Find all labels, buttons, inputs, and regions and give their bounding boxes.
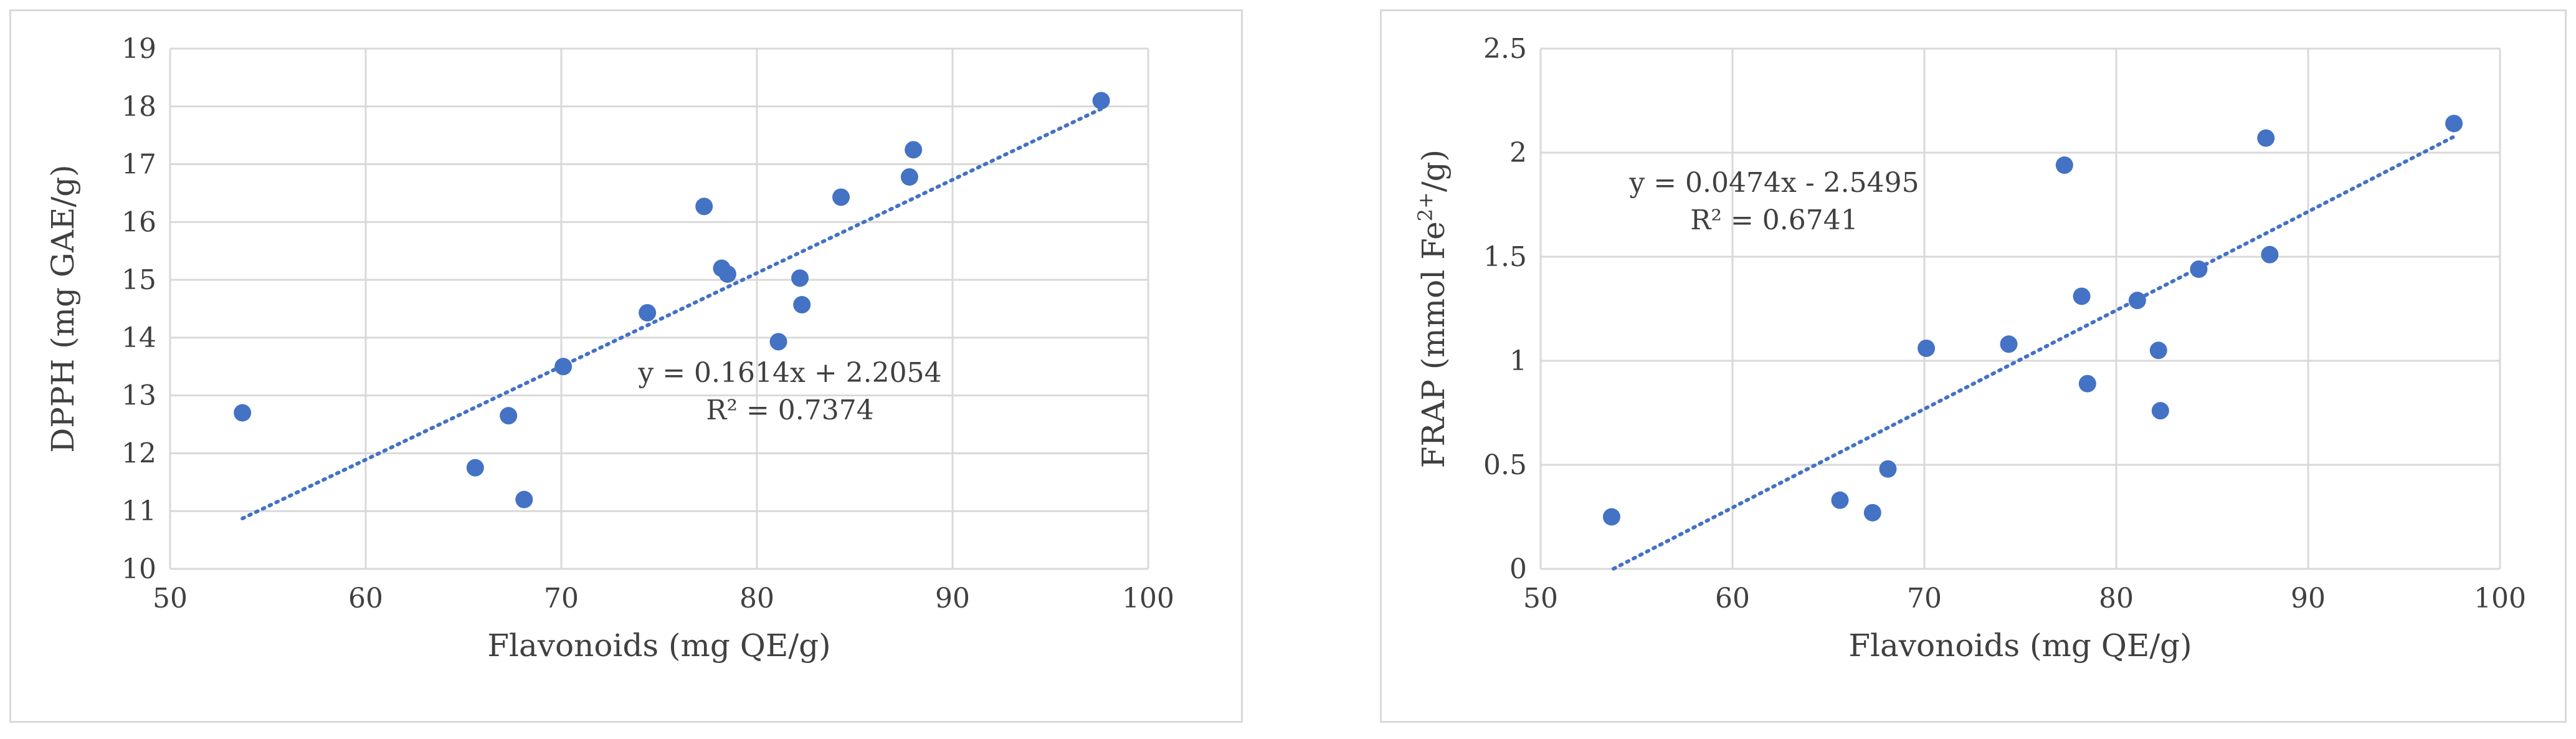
- y-axis-label-main: FRAP (mmol Fe: [1415, 221, 1452, 468]
- x-axis-label: Flavonoids (mg QE/g): [487, 627, 830, 664]
- data-point: [2000, 335, 2018, 353]
- data-point: [554, 358, 573, 376]
- y-tick-label: 12: [121, 437, 156, 469]
- trendline-equation: y = 0.1614x + 2.2054: [637, 357, 941, 389]
- data-point: [2073, 287, 2091, 305]
- data-point: [2055, 156, 2073, 174]
- y-tick-label: 1.5: [1483, 241, 1527, 273]
- y-tick-label: 17: [121, 149, 156, 181]
- x-tick-label: 50: [153, 583, 188, 614]
- trendline-equation: y = 0.0474x - 2.5495: [1628, 167, 1919, 199]
- y-tick-label: 0: [1509, 553, 1527, 585]
- data-point: [695, 198, 713, 216]
- x-axis-label: Flavonoids (mg QE/g): [1848, 627, 2192, 664]
- y-axis-label-superscript: 2+: [1414, 192, 1437, 221]
- x-tick-label: 60: [1715, 583, 1750, 614]
- y-tick-label: 14: [121, 322, 156, 354]
- data-point: [718, 265, 736, 283]
- data-point: [466, 459, 484, 477]
- data-point: [639, 303, 657, 322]
- data-point: [500, 407, 518, 425]
- data-point: [1092, 92, 1110, 110]
- y-tick-label: 10: [121, 553, 156, 585]
- data-point: [1831, 491, 1849, 509]
- data-point: [2078, 374, 2096, 393]
- data-point: [234, 404, 252, 422]
- data-point: [769, 333, 787, 351]
- x-tick-label: 60: [348, 583, 383, 614]
- x-tick-label: 70: [544, 583, 579, 614]
- data-point: [900, 168, 918, 186]
- data-point: [791, 269, 809, 287]
- y-tick-label: 13: [121, 380, 156, 412]
- y-axis-label: DPPH (mg GAE/g): [45, 164, 81, 453]
- y-tick-label: 18: [121, 91, 156, 123]
- data-point: [2128, 292, 2146, 310]
- x-tick-label: 100: [1122, 583, 1174, 614]
- data-point: [793, 296, 811, 314]
- data-point: [2445, 115, 2463, 133]
- trendline-r-squared: R² = 0.6741: [1690, 204, 1858, 236]
- trendline: [240, 107, 1103, 521]
- x-tick-label: 100: [2474, 583, 2526, 614]
- data-point: [2261, 246, 2279, 264]
- data-point: [2257, 129, 2275, 147]
- y-tick-label: 2: [1509, 137, 1527, 169]
- y-tick-label: 19: [121, 33, 156, 65]
- x-tick-label: 80: [739, 583, 774, 614]
- frap-scatter-chart: 0 0.5 1 1.5 2 2.5 50 60 70 80 90 100 Flavonoids (mg…: [1414, 33, 2526, 664]
- data-point: [905, 141, 923, 159]
- chart-panel-dpph: 10 11 12 13 14 15 16 17 18 19 50 60 70 80 90 100 Flavon…: [9, 9, 1243, 723]
- x-tick-label: 90: [2291, 583, 2326, 614]
- data-point: [2149, 341, 2167, 360]
- dpph-scatter-chart: 10 11 12 13 14 15 16 17 18 19 50 60 70 80 90 100 Flavon…: [45, 33, 1174, 664]
- y-tick-label: 0.5: [1483, 449, 1527, 481]
- x-tick-label: 80: [2099, 583, 2134, 614]
- data-point: [1863, 503, 1881, 522]
- data-point: [1602, 508, 1620, 526]
- data-point: [832, 188, 850, 206]
- y-axis-label-end: /g): [1415, 150, 1452, 192]
- chart-panel-frap: 0 0.5 1 1.5 2 2.5 50 60 70 80 90 100 Flavonoids (mg…: [1380, 9, 2567, 723]
- y-tick-label: 2.5: [1483, 33, 1527, 65]
- x-tick-label: 50: [1523, 583, 1558, 614]
- x-tick-label: 70: [1907, 583, 1942, 614]
- y-tick-label: 11: [121, 495, 156, 527]
- data-point: [1879, 460, 1897, 478]
- data-point: [2151, 402, 2169, 420]
- trendline: [1612, 135, 2456, 571]
- x-tick-label: 90: [935, 583, 970, 614]
- y-tick-label: 1: [1509, 345, 1527, 377]
- y-tick-label: 15: [121, 264, 156, 296]
- y-axis-label: FRAP (mmol Fe2+/g): [1414, 150, 1452, 468]
- data-point: [2190, 260, 2208, 279]
- y-tick-label: 16: [121, 206, 156, 238]
- data-point: [515, 490, 533, 508]
- data-point: [1918, 339, 1936, 357]
- trendline-r-squared: R² = 0.7374: [706, 394, 874, 426]
